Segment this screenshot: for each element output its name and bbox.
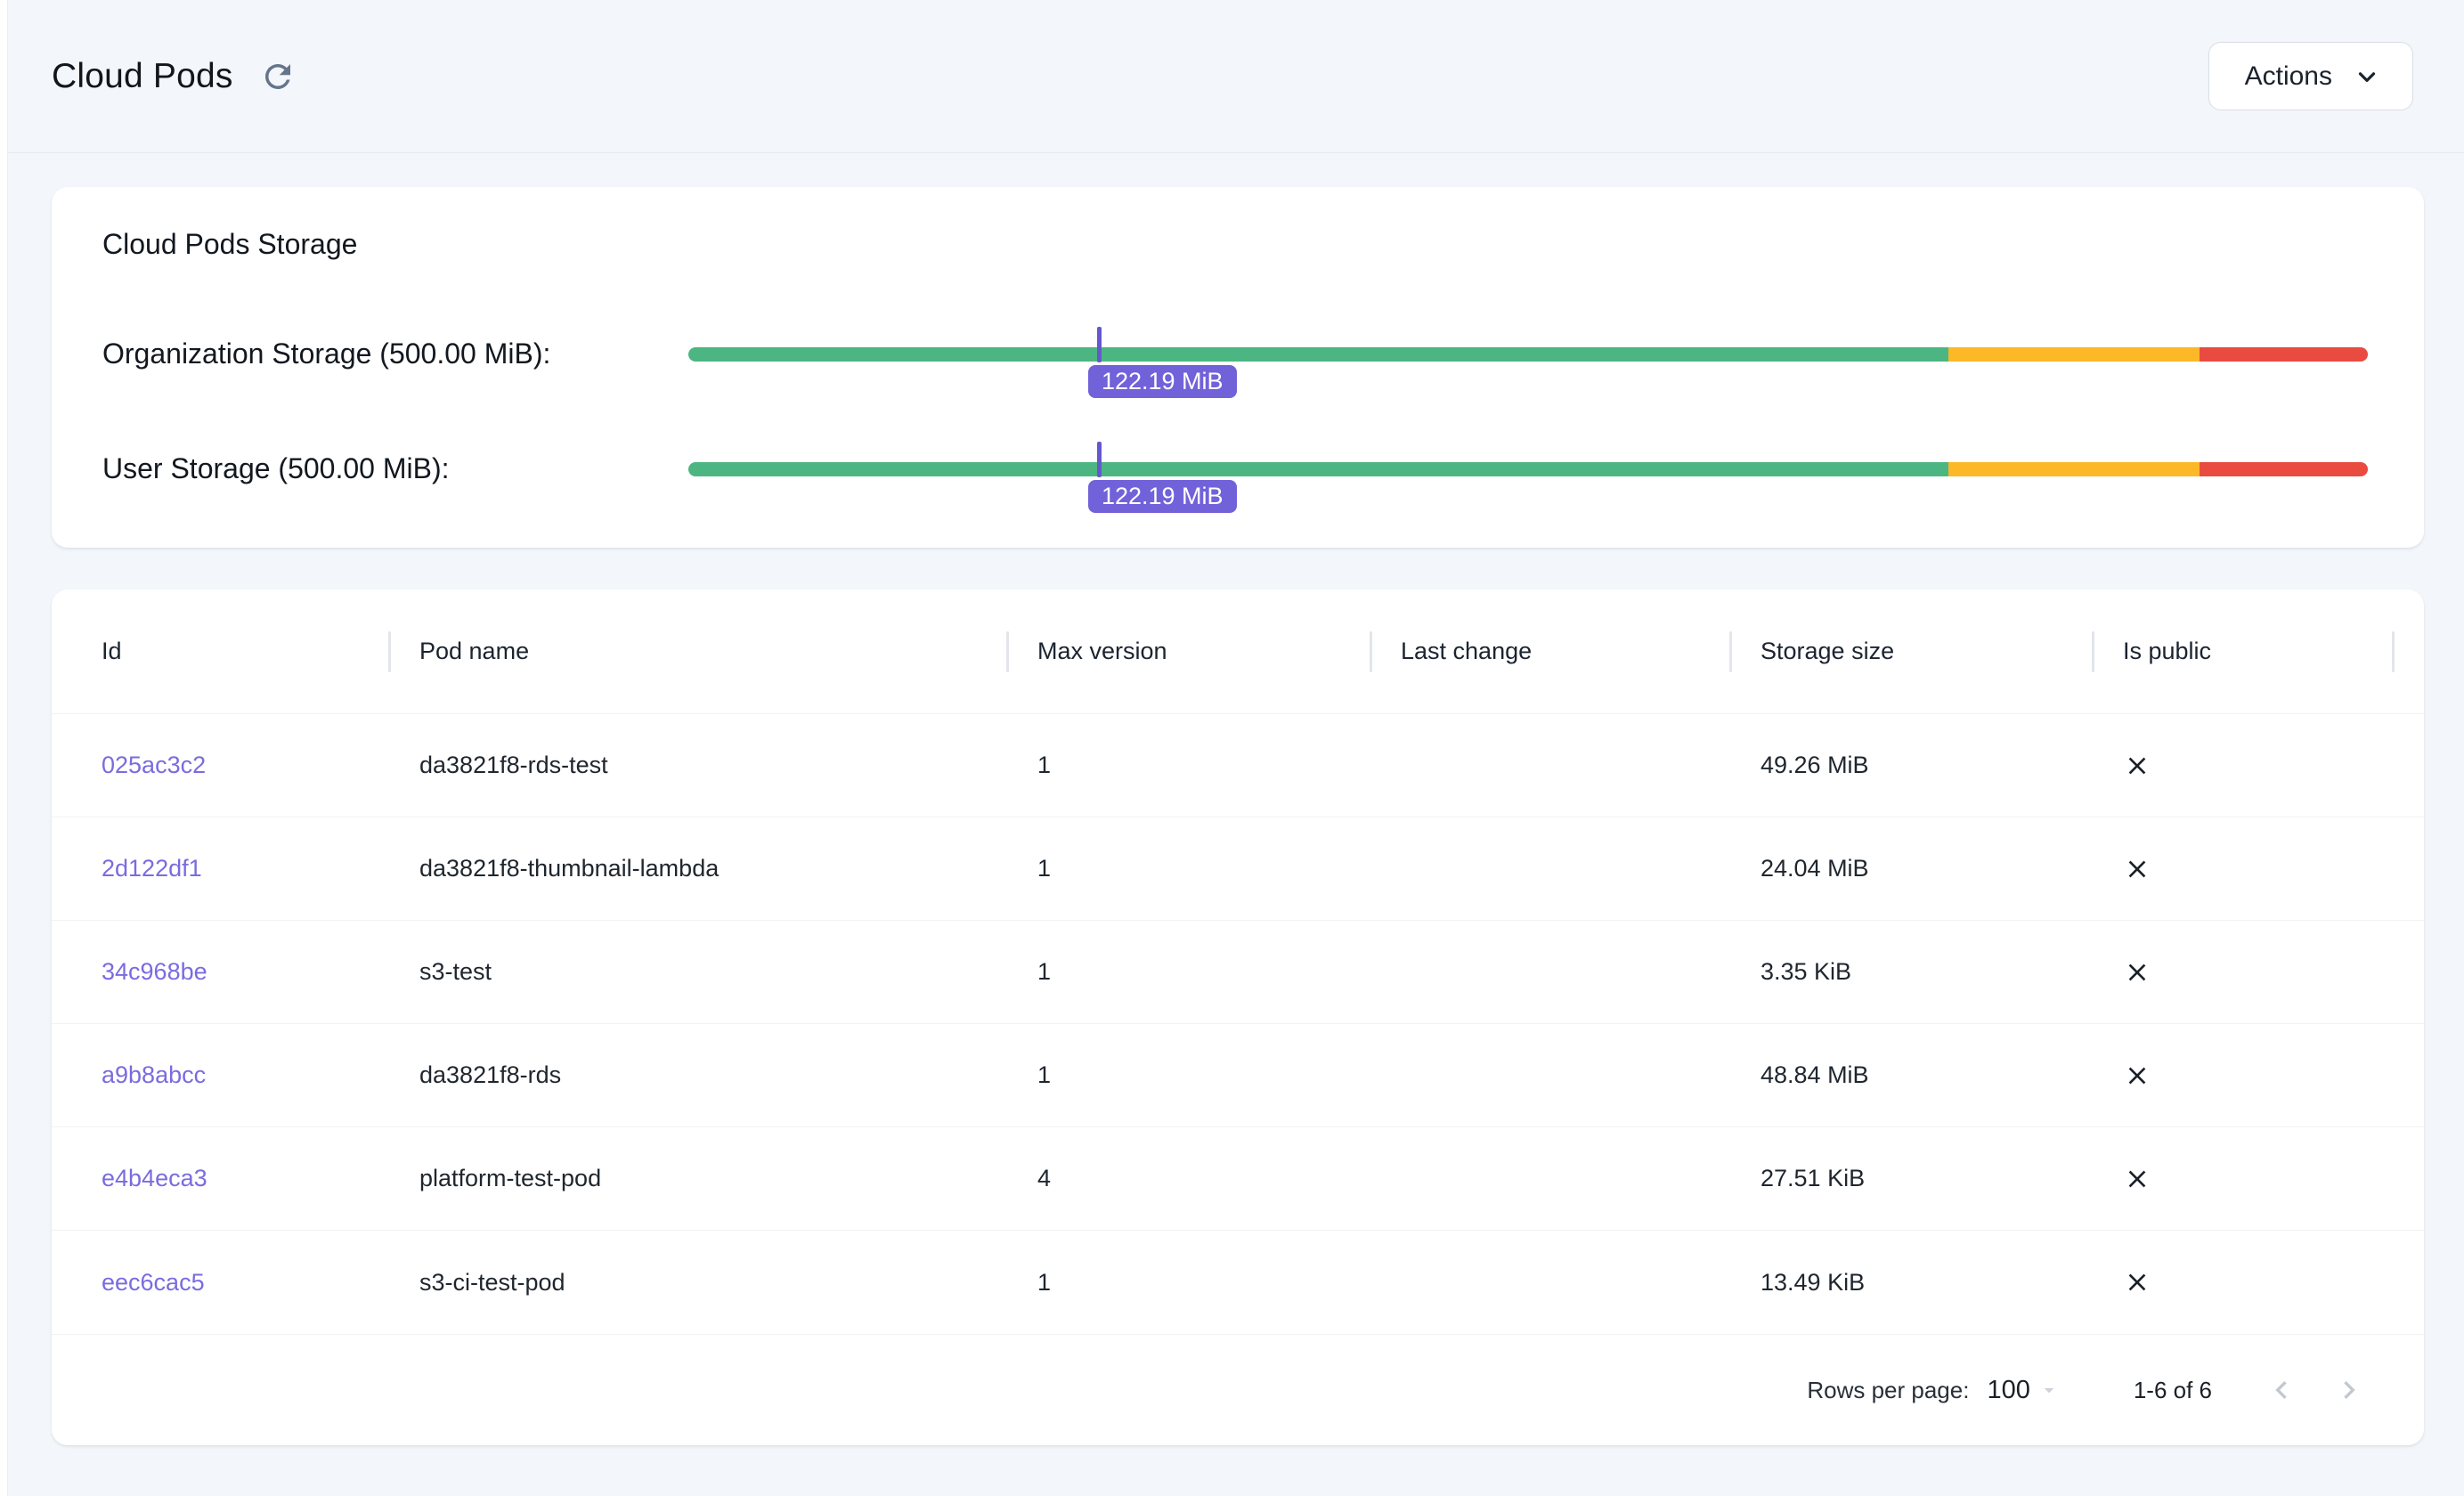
last-change-cell: [1370, 1024, 1729, 1126]
storage-bar-safe-segment: [688, 461, 1948, 476]
not-public-icon: [2123, 1165, 2151, 1193]
column-header-is-public[interactable]: Is public: [2092, 589, 2395, 713]
next-page-button[interactable]: [2326, 1367, 2372, 1413]
pod-id-link[interactable]: eec6cac5: [102, 1268, 205, 1296]
pod-id-link[interactable]: e4b4eca3: [102, 1165, 207, 1191]
pods-table-card: Id Pod name Max version Last change Stor…: [52, 589, 2424, 1445]
storage-bar-track: [688, 461, 2368, 476]
not-public-icon: [2123, 1061, 2151, 1090]
storage-bar-critical-segment: [2200, 461, 2368, 476]
not-public-icon: [2123, 1268, 2151, 1297]
table-row: 2d122df1 da3821f8-thumbnail-lambda 1 24.…: [52, 817, 2424, 921]
main-content: Cloud Pods Storage Organization Storage …: [0, 153, 2464, 1445]
storage-size-cell: 13.49 KiB: [1761, 1268, 1866, 1296]
usage-marker: [1096, 441, 1102, 477]
chevron-right-icon: [2331, 1372, 2367, 1408]
pod-id-link[interactable]: 025ac3c2: [102, 752, 207, 778]
table-row: a9b8abcc da3821f8-rds 1 48.84 MiB: [52, 1024, 2424, 1127]
pod-name-cell: s3-ci-test-pod: [419, 1268, 565, 1296]
last-change-cell: [1370, 714, 1729, 817]
storage-bar-track: [688, 346, 2368, 362]
last-change-cell: [1370, 1127, 1729, 1230]
refresh-button[interactable]: [256, 55, 299, 98]
last-change-cell: [1370, 1231, 1729, 1334]
usage-marker: [1096, 326, 1102, 362]
user-storage-bar: 122.19 MiB: [688, 441, 2368, 513]
organization-storage-label: Organization Storage (500.00 MiB):: [102, 337, 551, 370]
column-header-storage-size[interactable]: Storage size: [1729, 589, 2092, 713]
rows-per-page-select[interactable]: 100: [1987, 1376, 2060, 1405]
select-arrow-icon: [2037, 1378, 2061, 1402]
previous-page-button[interactable]: [2258, 1367, 2305, 1413]
column-header-last-change[interactable]: Last change: [1370, 589, 1729, 713]
organization-storage-bar: 122.19 MiB: [688, 326, 2368, 398]
column-header-id[interactable]: Id: [102, 638, 122, 664]
max-version-cell: 1: [1037, 752, 1052, 778]
chevron-down-icon: [2354, 63, 2380, 90]
rows-per-page-value: 100: [1987, 1375, 2030, 1404]
max-version-cell: 4: [1037, 1165, 1052, 1191]
table-row: e4b4eca3 platform-test-pod 4 27.51 KiB: [52, 1127, 2424, 1231]
chevron-left-icon: [2264, 1372, 2299, 1408]
max-version-cell: 1: [1037, 1268, 1052, 1296]
table-header-row: Id Pod name Max version Last change Stor…: [52, 589, 2424, 714]
rows-per-page-label: Rows per page:: [1807, 1376, 1970, 1403]
actions-button[interactable]: Actions: [2208, 42, 2413, 110]
pagination-range: 1-6 of 6: [2133, 1376, 2212, 1403]
column-header-pod-name[interactable]: Pod name: [388, 589, 1006, 713]
user-storage-row: User Storage (500.00 MiB): 122.19 MiB: [102, 441, 2368, 513]
not-public-icon: [2123, 958, 2151, 987]
storage-size-cell: 3.35 KiB: [1761, 958, 1852, 985]
refresh-icon: [259, 58, 297, 95]
storage-size-cell: 48.84 MiB: [1761, 1061, 1869, 1088]
page-header: Cloud Pods Actions: [0, 0, 2464, 153]
max-version-cell: 1: [1037, 855, 1052, 882]
storage-size-cell: 49.26 MiB: [1761, 752, 1869, 778]
pod-name-cell: platform-test-pod: [419, 1165, 602, 1191]
usage-tooltip: 122.19 MiB: [1087, 479, 1237, 513]
max-version-cell: 1: [1037, 1061, 1052, 1088]
pod-name-cell: da3821f8-rds-test: [419, 752, 608, 778]
pod-id-link[interactable]: 2d122df1: [102, 855, 202, 882]
left-edge-strip: [0, 0, 8, 1496]
user-storage-label: User Storage (500.00 MiB):: [102, 452, 450, 484]
storage-card-title: Cloud Pods Storage: [102, 228, 358, 260]
pod-name-cell: da3821f8-rds: [419, 1061, 562, 1088]
storage-card: Cloud Pods Storage Organization Storage …: [52, 187, 2424, 548]
storage-size-cell: 27.51 KiB: [1761, 1165, 1866, 1191]
organization-storage-row: Organization Storage (500.00 MiB): 122.1…: [102, 326, 2368, 398]
storage-bar-safe-segment: [688, 346, 1948, 362]
storage-size-cell: 24.04 MiB: [1761, 855, 1869, 882]
table-row: 025ac3c2 da3821f8-rds-test 1 49.26 MiB: [52, 714, 2424, 817]
max-version-cell: 1: [1037, 958, 1052, 985]
storage-bar-warning-segment: [1948, 346, 2200, 362]
table-pagination: Rows per page: 100 1-6 of 6: [52, 1334, 2424, 1445]
pod-id-link[interactable]: 34c968be: [102, 958, 207, 985]
storage-bar-critical-segment: [2200, 346, 2368, 362]
column-header-max-version[interactable]: Max version: [1006, 589, 1370, 713]
table-body: 025ac3c2 da3821f8-rds-test 1 49.26 MiB 2…: [52, 714, 2424, 1334]
not-public-icon: [2123, 855, 2151, 883]
pod-id-link[interactable]: a9b8abcc: [102, 1061, 207, 1088]
table-row: eec6cac5 s3-ci-test-pod 1 13.49 KiB: [52, 1231, 2424, 1334]
table-row: 34c968be s3-test 1 3.35 KiB: [52, 921, 2424, 1024]
last-change-cell: [1370, 921, 1729, 1023]
last-change-cell: [1370, 817, 1729, 920]
pod-name-cell: da3821f8-thumbnail-lambda: [419, 855, 720, 882]
page-title: Cloud Pods: [52, 56, 233, 95]
not-public-icon: [2123, 752, 2151, 780]
storage-bar-warning-segment: [1948, 461, 2200, 476]
pod-name-cell: s3-test: [419, 958, 492, 985]
actions-button-label: Actions: [2244, 61, 2332, 91]
usage-tooltip: 122.19 MiB: [1087, 364, 1237, 398]
